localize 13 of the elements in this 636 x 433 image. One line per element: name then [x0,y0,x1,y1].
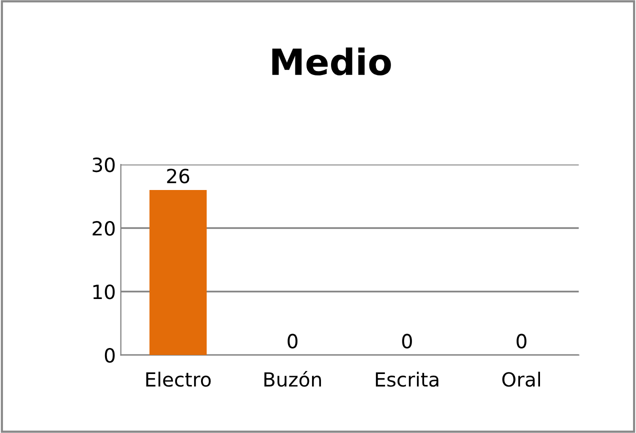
x-tick-label: Escrita [376,372,438,387]
y-tick-label: 0 [104,348,115,363]
data-label: 0 [516,334,526,349]
x-tick-label: Buzón [264,370,321,387]
data-label: 0 [402,334,412,349]
data-label: 0 [288,334,298,349]
y-tick-label: 30 [92,157,115,172]
y-tick-label: 20 [92,221,115,236]
y-tick-label: 10 [93,284,115,300]
x-tick-label: Electro [146,372,211,387]
chart-title: Medio [272,47,391,76]
data-label: 26 [167,168,190,184]
x-tick-label: Oral [502,372,540,387]
